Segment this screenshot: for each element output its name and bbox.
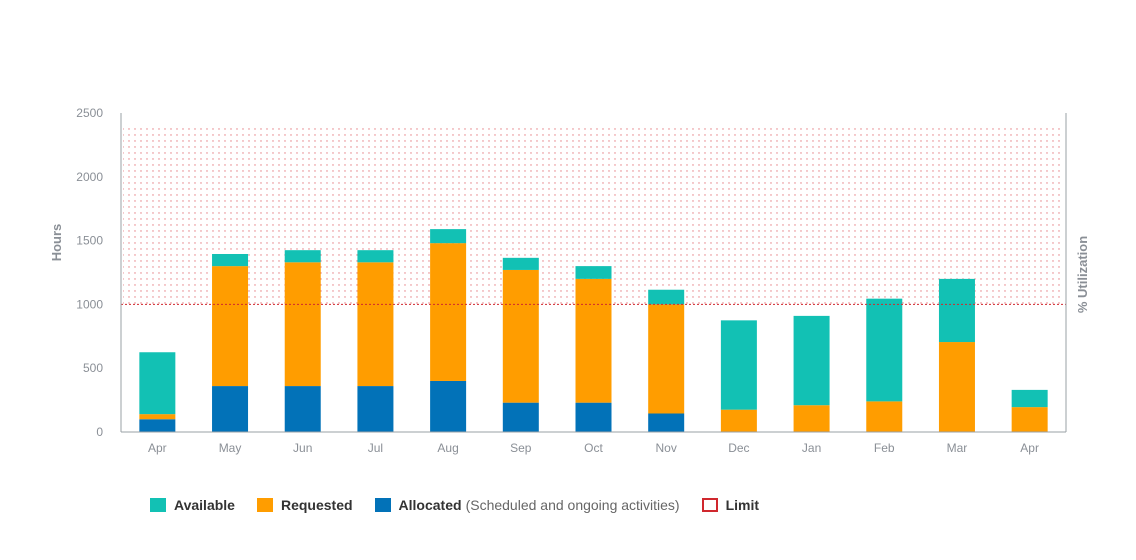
legend-item-limit[interactable]: Limit xyxy=(701,497,760,513)
x-tick-label: Mar xyxy=(947,441,968,455)
bar-segment-available[interactable] xyxy=(575,266,612,279)
bar-segment-requested[interactable] xyxy=(866,401,903,432)
bar-segment-allocated[interactable] xyxy=(502,402,539,432)
bar-segment-available[interactable] xyxy=(430,229,467,244)
bar-segment-requested[interactable] xyxy=(720,409,757,432)
available-swatch xyxy=(150,498,166,512)
y-tick-label: 1500 xyxy=(76,234,103,248)
bar-segment-available[interactable] xyxy=(139,352,176,415)
x-tick-label: May xyxy=(219,441,242,455)
bar-segment-available[interactable] xyxy=(720,320,757,410)
bar-segment-allocated[interactable] xyxy=(430,380,467,432)
legend-label: Limit xyxy=(725,497,760,513)
x-tick-label: Dec xyxy=(728,441,749,455)
y-tick-label: 2500 xyxy=(76,106,103,120)
legend-label: Available xyxy=(174,497,235,513)
y-tick-label: 500 xyxy=(83,361,103,375)
bar-segment-requested[interactable] xyxy=(212,266,249,387)
bar-segment-available[interactable] xyxy=(793,315,830,406)
bar-segment-requested[interactable] xyxy=(430,243,467,381)
x-tick-label: Aug xyxy=(437,441,458,455)
bar-segment-requested[interactable] xyxy=(648,304,685,414)
bar-segment-available[interactable] xyxy=(866,298,903,402)
bar-segment-requested[interactable] xyxy=(793,405,830,432)
bar-segment-available[interactable] xyxy=(1011,389,1048,408)
bar-segment-available[interactable] xyxy=(648,289,685,305)
legend: Available Requested Allocated (Scheduled… xyxy=(150,497,781,513)
y-tick-label: 1000 xyxy=(76,297,103,311)
legend-item-requested[interactable]: Requested xyxy=(256,497,353,513)
y-tick-label: 2000 xyxy=(76,170,103,184)
bar-segment-allocated[interactable] xyxy=(212,386,249,432)
bar-segment-allocated[interactable] xyxy=(357,386,394,432)
bar-segment-allocated[interactable] xyxy=(284,386,321,432)
bar-segment-available[interactable] xyxy=(938,278,975,343)
legend-item-allocated[interactable]: Allocated (Scheduled and ongoing activit… xyxy=(374,497,680,513)
x-tick-label: Apr xyxy=(148,441,167,455)
allocated-swatch xyxy=(374,498,391,512)
x-tick-label: Jan xyxy=(802,441,821,455)
requested-swatch xyxy=(256,498,273,512)
bar-segment-allocated[interactable] xyxy=(648,413,685,432)
x-tick-label: Jul xyxy=(368,441,383,455)
bar-segment-requested[interactable] xyxy=(1011,407,1048,432)
limit-swatch xyxy=(701,498,718,512)
x-tick-label: Nov xyxy=(656,441,677,455)
bar-segment-requested[interactable] xyxy=(284,262,321,387)
legend-label: Allocated xyxy=(398,497,462,513)
bar-segment-requested[interactable] xyxy=(938,342,975,432)
stacked-bar-chart: 0 500 1000 1500 2000 2500 Apr May Jun Jul Aug Sep Oc… xyxy=(49,106,1090,455)
x-tick-label: Oct xyxy=(584,441,603,455)
x-tick-label: Jun xyxy=(293,441,312,455)
bar-segment-requested[interactable] xyxy=(357,262,394,387)
bar-segment-allocated[interactable] xyxy=(139,419,176,432)
y-tick-label: 0 xyxy=(96,425,103,439)
bar-segment-available[interactable] xyxy=(212,253,249,267)
x-tick-label: Apr xyxy=(1020,441,1039,455)
y2-axis-title: % Utilization xyxy=(1075,236,1090,313)
bar-segment-requested[interactable] xyxy=(139,414,176,420)
bar-segment-requested[interactable] xyxy=(502,269,539,403)
bar-segment-allocated[interactable] xyxy=(575,402,612,432)
legend-label: Requested xyxy=(280,497,353,513)
bar-segment-available[interactable] xyxy=(357,250,394,263)
legend-item-available[interactable]: Available xyxy=(150,497,235,513)
x-tick-label: Feb xyxy=(874,441,895,455)
bar-segment-available[interactable] xyxy=(284,250,321,263)
x-tick-label: Sep xyxy=(510,441,532,455)
legend-note: (Scheduled and ongoing activities) xyxy=(465,497,680,513)
bar-segment-available[interactable] xyxy=(502,257,539,270)
y-axis-title: Hours xyxy=(49,224,64,262)
bar-segment-requested[interactable] xyxy=(575,278,612,403)
